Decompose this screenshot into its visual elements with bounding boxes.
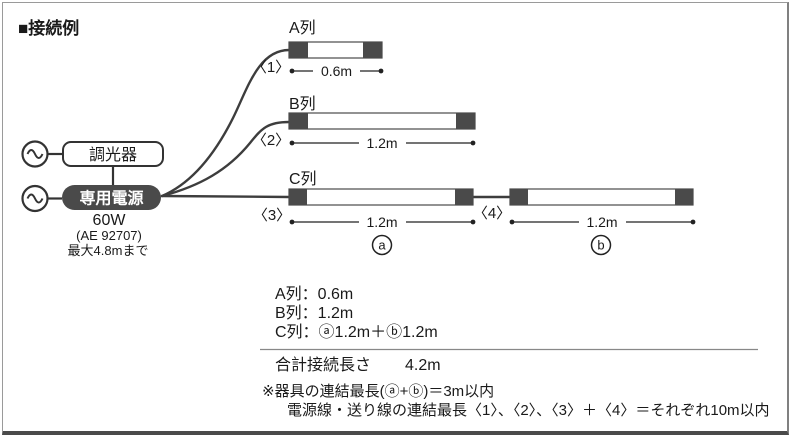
- dimension-b: 1.2m: [289, 134, 476, 151]
- feed-tag-2: 〈2〉: [252, 132, 290, 149]
- dimension-a: 0.6m: [289, 62, 384, 79]
- fixture-bar-b: [288, 112, 476, 130]
- segment-tag-b: b: [590, 234, 612, 256]
- power-wattage: 60W: [93, 212, 127, 229]
- dimension-label-b: 1.2m: [366, 135, 397, 151]
- fixture-end-cap: [456, 113, 475, 129]
- total-length-label: 合計接続長さ: [275, 356, 371, 374]
- feed-tag-1: 〈1〉: [252, 59, 290, 76]
- row-label-b: B列: [289, 95, 316, 113]
- feed-tag-3: 〈3〉: [253, 207, 291, 224]
- link-tag-4: 〈4〉: [473, 205, 511, 222]
- dimmer-box: 調光器: [62, 141, 164, 167]
- fixture-end-cap: [675, 189, 693, 205]
- fixture-end-cap: [289, 42, 308, 58]
- feed-wire-2: [160, 120, 291, 198]
- feed-wire-1: [160, 48, 291, 198]
- ac-source-icon: [21, 184, 49, 213]
- row-label-a: A列: [289, 19, 316, 37]
- row-label-c: C列: [289, 170, 317, 188]
- power-supply-label: 専用電源: [79, 189, 143, 208]
- dimension-label-c2: 1.2m: [586, 214, 617, 230]
- fixture-end-cap: [363, 42, 382, 58]
- power-supply-box: 専用電源: [62, 185, 161, 210]
- note-max-fixture-length: ※器具の連結最長(ⓐ+ⓑ)＝3m以内: [262, 383, 494, 400]
- dimension-c1: 1.2m: [289, 213, 476, 230]
- dimmer-label: 調光器: [89, 146, 137, 164]
- total-length-value: 4.2m: [405, 357, 441, 374]
- fixture-end-cap: [289, 113, 308, 129]
- dimension-label-a: 0.6m: [321, 63, 352, 79]
- svg-text:b: b: [597, 238, 604, 253]
- page-title: ■接続例: [18, 18, 79, 38]
- summary-row-b: B列：1.2m: [275, 304, 353, 322]
- feed-wire-3: [160, 194, 291, 199]
- segment-tag-a: a: [371, 234, 393, 256]
- note-max-wire-length: 電源線・送り線の連結最長〈1〉、〈2〉、〈3〉＋〈4〉＝それぞれ10m以内: [287, 402, 770, 419]
- power-model-number: (AE 92707): [76, 228, 142, 243]
- svg-text:a: a: [378, 238, 386, 253]
- fixture-bar-a: [288, 41, 383, 59]
- power-max-length: 最大4.8mまで: [68, 243, 149, 258]
- summary-row-c: C列：ⓐ1.2m＋ⓑ1.2m: [275, 323, 438, 341]
- fixture-bar-c1: [288, 188, 474, 206]
- summary-row-a: A列：0.6m: [275, 285, 353, 303]
- fixture-end-cap: [455, 189, 473, 205]
- dimension-label-c1: 1.2m: [366, 214, 397, 230]
- fixture-end-cap: [510, 189, 528, 205]
- fixture-end-cap: [289, 189, 307, 205]
- dimension-c2: 1.2m: [509, 213, 696, 230]
- fixture-bar-c2: [509, 188, 694, 206]
- ac-source-icon: [21, 140, 49, 168]
